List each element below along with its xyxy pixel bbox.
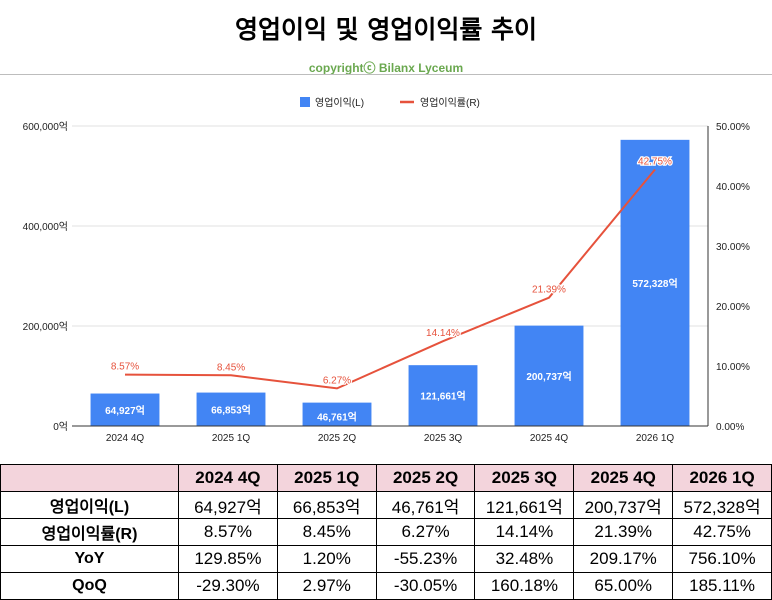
bar-data-label: 121,661억 <box>420 391 465 403</box>
bar-data-label: 66,853억 <box>211 404 251 416</box>
bar-data-label: 64,927억 <box>105 405 145 417</box>
line-series-path <box>124 168 656 390</box>
y-right-tick-label: 40.00% <box>716 182 750 193</box>
table-cell: 8.57% <box>178 518 278 546</box>
line-data-label: 42.75% <box>638 157 672 168</box>
table-row-label: 영업이익(L) <box>0 491 179 519</box>
bar-data-label: 200,737억 <box>526 371 571 383</box>
table-header-row: 2024 4Q 2025 1Q 2025 2Q 2025 3Q 2025 4Q … <box>0 464 772 492</box>
line-data-label: 8.45% <box>217 362 245 373</box>
bar <box>196 392 266 426</box>
data-labels: 64,927억 66,853억 46,761억 121,661억 200,737억 572… <box>105 155 678 424</box>
line-data-label: 6.27% <box>323 375 351 386</box>
y-left-tick-label: 400,000억 <box>23 221 68 233</box>
table-cell: 21.39% <box>573 518 674 546</box>
data-table: 2024 4Q 2025 1Q 2025 2Q 2025 3Q 2025 4Q … <box>0 464 772 600</box>
y-right-tick-label: 0.00% <box>716 422 744 433</box>
axes: 0억 200,000억 400,000억 600,000억 0.00% 10.00% 20.… <box>23 121 750 444</box>
x-tick-label: 2026 1Q <box>636 433 675 444</box>
bar-data-label: 46,761억 <box>317 412 357 424</box>
y-left-tick-label: 600,000억 <box>23 121 68 133</box>
table-row: QoQ -29.30% 2.97% -30.05% 160.18% 65.00%… <box>0 572 772 600</box>
bar-data-label: 572,328억 <box>632 278 677 290</box>
gridlines <box>72 125 708 427</box>
legend-swatch-bar <box>300 97 310 107</box>
table-row: 영업이익(L) 64,927억 66,853억 46,761억 121,661억… <box>0 491 772 519</box>
y-left-tick-label: 200,000억 <box>23 321 68 333</box>
legend-label: 영업이익(L) <box>315 96 364 109</box>
table-header-cell: 2025 1Q <box>276 464 377 492</box>
table-cell: 185.11% <box>672 572 772 600</box>
table-header-cell: 2025 4Q <box>573 464 674 492</box>
table-cell: 2.97% <box>276 572 377 600</box>
x-tick-label: 2025 1Q <box>212 433 251 444</box>
bar <box>514 325 584 426</box>
chart-title: 영업이익 및 영업이익률 추이 <box>234 15 538 44</box>
title-divider <box>0 74 772 75</box>
table-cell: -29.30% <box>178 572 278 600</box>
bar <box>408 365 478 426</box>
x-tick-label: 2025 3Q <box>424 433 463 444</box>
table-cell: 66,853억 <box>276 491 377 519</box>
line-series <box>124 168 656 390</box>
table-cell: 200,737억 <box>573 491 674 519</box>
bar <box>90 393 160 426</box>
table-row-label: YoY <box>0 545 179 573</box>
line-data-label: 14.14% <box>426 328 460 339</box>
table-cell: 64,927억 <box>178 491 278 519</box>
table-cell: 129.85% <box>178 545 278 573</box>
x-tick-label: 2025 2Q <box>318 433 357 444</box>
legend[interactable]: 영업이익(L) 영업이익률(R) <box>300 96 480 109</box>
table-header-cell: 2025 2Q <box>375 464 476 492</box>
table-header-cell: 2026 1Q <box>672 464 772 492</box>
x-tick-label: 2025 4Q <box>530 433 569 444</box>
table-cell: 756.10% <box>672 545 772 573</box>
x-tick-label: 2024 4Q <box>106 433 145 444</box>
table-cell: 8.45% <box>276 518 377 546</box>
bar <box>620 139 690 426</box>
table-cell: 65.00% <box>573 572 674 600</box>
table-cell: 6.27% <box>375 518 476 546</box>
table-row-label: QoQ <box>0 572 179 600</box>
legend-label: 영업이익률(R) <box>420 96 480 109</box>
table-corner-cell <box>0 464 179 492</box>
table-row-label: 영업이익률(R) <box>0 518 179 546</box>
table-cell: -30.05% <box>375 572 476 600</box>
table-cell: 572,328억 <box>672 491 772 519</box>
table-cell: 46,761억 <box>375 491 476 519</box>
copyright-text: copyrightⓒ Bilanx Lyceum <box>308 61 464 75</box>
table-cell: 14.14% <box>474 518 575 546</box>
table-row: YoY 129.85% 1.20% -55.23% 32.48% 209.17%… <box>0 545 772 573</box>
y-right-tick-label: 50.00% <box>716 122 750 133</box>
line-data-label: 8.57% <box>111 362 139 373</box>
y-right-tick-label: 20.00% <box>716 302 750 313</box>
table-header-cell: 2025 3Q <box>474 464 575 492</box>
y-right-tick-label: 30.00% <box>716 242 750 253</box>
table-cell: 160.18% <box>474 572 575 600</box>
table-cell: -55.23% <box>375 545 476 573</box>
table-cell: 209.17% <box>573 545 674 573</box>
y-left-tick-label: 0억 <box>53 421 68 433</box>
table-header-cell: 2024 4Q <box>178 464 278 492</box>
table-cell: 121,661억 <box>474 491 575 519</box>
table-cell: 32.48% <box>474 545 575 573</box>
table-row: 영업이익률(R) 8.57% 8.45% 6.27% 14.14% 21.39%… <box>0 518 772 546</box>
table-cell: 42.75% <box>672 518 772 546</box>
table-cell: 1.20% <box>276 545 377 573</box>
bar-series <box>90 139 690 426</box>
y-right-tick-label: 10.00% <box>716 362 750 373</box>
combo-chart: 64,927억 66,853억 46,761억 121,661억 200,737억 572… <box>23 96 750 444</box>
line-data-label: 21.39% <box>532 285 566 296</box>
bar <box>302 402 372 426</box>
